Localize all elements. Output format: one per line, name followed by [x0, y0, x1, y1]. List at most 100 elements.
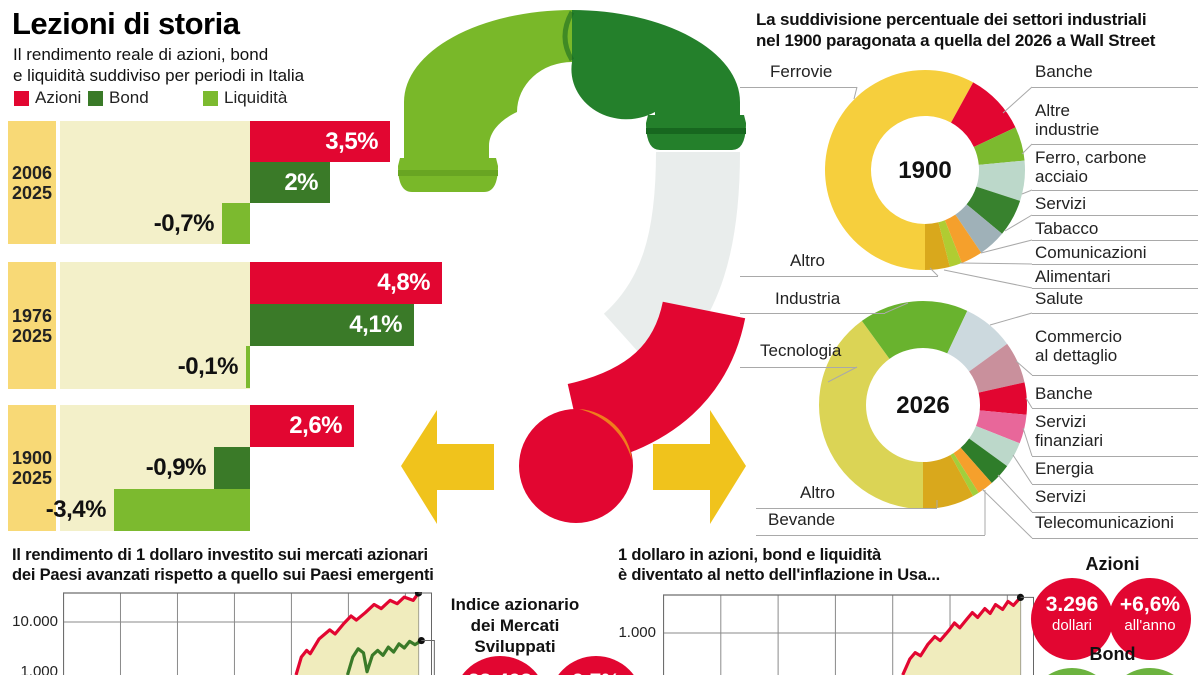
bar-liquidità [222, 203, 250, 244]
stat-circle-developed-dollars: 23.403 [453, 656, 547, 675]
azioni-label: Azioni [1085, 554, 1140, 574]
donut-label-line: Comunicazioni [1035, 243, 1147, 262]
donut-label-line: Banche [1035, 384, 1093, 403]
question-mark-dot-curl [579, 409, 632, 460]
stat-circle-developed-rate: 9,7% [549, 656, 643, 675]
stat-value: +6,6% [1119, 593, 1181, 616]
donut-label-telecomunicazioni: Telecomunicazioni [1035, 513, 1174, 532]
label-rule [1032, 313, 1198, 314]
question-mark-white-band [602, 151, 740, 377]
question-mark-graphic [398, 10, 746, 523]
label-rule [740, 313, 885, 314]
label-leader-line [959, 262, 1033, 265]
donut-label-line: Ferrovie [770, 62, 833, 81]
donut-slice-altre [973, 127, 1025, 165]
donut-label-line: Altro [790, 251, 825, 270]
donut-slice-altro [925, 222, 950, 270]
donut-slice-energia [969, 425, 1020, 467]
label-leader-line [943, 269, 1033, 289]
bar-value-label: 4,1% [349, 311, 402, 338]
donut-slice-alimentari [938, 220, 962, 267]
label-rule [740, 276, 938, 277]
question-mark-right-cuff-ridge [646, 128, 746, 134]
donut-label-servizi: Servizi finanziari [1035, 412, 1103, 450]
donut-slice-servizi [966, 186, 1021, 234]
stat-value: 23.403 [453, 670, 547, 675]
stat-unit: all'anno [1124, 617, 1176, 634]
arrow-right-icon [653, 410, 746, 524]
stat-value: 3.296 [1045, 593, 1099, 616]
donut-slice-commercio [969, 343, 1025, 393]
label-rule [1032, 87, 1198, 88]
donut-label-line: Telecomunicazioni [1035, 513, 1174, 532]
donut-label-line: Tabacco [1035, 219, 1099, 238]
label-leader-line [1021, 189, 1033, 195]
period-line: 2025 [11, 325, 53, 346]
question-mark-dot [519, 409, 633, 523]
label-rule [1032, 288, 1198, 289]
donut-label-energia: Energia [1035, 459, 1094, 478]
bar-azioni [250, 405, 354, 447]
arrow-left-icon [401, 410, 494, 524]
label-leader-line [997, 474, 1033, 513]
label-leader-line [1004, 214, 1033, 232]
side-note-line2: dei Mercati [470, 616, 560, 635]
donut-label-alimentari: Alimentari [1035, 267, 1111, 286]
callout-connector [418, 592, 432, 675]
period-line: 2025 [11, 468, 53, 488]
donut-label-line: Altre [1035, 101, 1070, 120]
donut-2026-center-label: 2026 [896, 392, 950, 419]
donut-label-line: finanziari [1035, 431, 1104, 450]
area-fill [296, 593, 419, 675]
donut-section-header-line2: nel 1900 paragonata a quella del 2026 a … [756, 31, 1156, 50]
donut-label-line: Servizi [1035, 412, 1087, 431]
stat-circle-bond-dollars [1028, 668, 1116, 675]
label-rule [1032, 512, 1198, 513]
side-note-line3: Sviluppati [474, 637, 556, 656]
label-rule [1032, 375, 1198, 376]
label-leader-line [1002, 86, 1033, 114]
question-mark-green-right [571, 10, 740, 120]
donut-slice-ferro-carbone [976, 160, 1025, 201]
stat-circle-azioni-dollars: 3.296 dollari [1031, 578, 1113, 660]
label-leader-line [884, 302, 909, 314]
label-leader-line [1012, 454, 1033, 485]
bar-liquidità [114, 489, 250, 531]
period-line: 1900 [11, 448, 53, 468]
y-tick-1000-right: 1.000 [618, 624, 656, 641]
donut-label-line: Industria [775, 289, 841, 308]
donut-slice-altro [923, 454, 974, 509]
label-leader-line [853, 86, 858, 100]
callout-connector [421, 640, 435, 675]
bar-value-label: -0,1% [177, 353, 239, 380]
donut-1900-center-label: 1900 [898, 157, 952, 184]
label-rule [1032, 240, 1198, 241]
donut-label-bevande: Bevande [768, 510, 835, 529]
stat-unit: dollari [1051, 617, 1093, 634]
donut-label-line: Bevande [768, 510, 836, 529]
label-leader-line [1021, 143, 1033, 155]
label-leader-line [929, 267, 939, 277]
label-rule [1032, 264, 1198, 265]
donut-label-line: Servizi [1035, 194, 1087, 213]
label-leader-line [827, 366, 858, 383]
bar-value-label: 2% [284, 168, 318, 196]
stat-value: 9,7% [549, 670, 643, 675]
y-tick-1000-left: 1.000 [20, 663, 58, 675]
bottom-right-title-line2: è diventato al netto dell'inflazione in … [618, 566, 941, 584]
donut-label-banche: Banche [1035, 384, 1093, 403]
label-leader-line [1015, 360, 1033, 376]
period-line: 2025 [11, 182, 53, 203]
area-fill [902, 597, 1021, 675]
donut-label-line: Ferro, carbone [1035, 148, 1147, 167]
legend-label: Liquidità [224, 88, 288, 107]
question-mark-green-left [404, 10, 572, 158]
donut-slice-banche [951, 82, 1016, 148]
donut-label-line: Energia [1035, 459, 1094, 478]
donut-label-banche: Banche [1035, 62, 1093, 81]
bar-value-label: 2,6% [289, 412, 342, 439]
question-mark-fold [562, 10, 575, 62]
donut-label-line: al dettaglio [1035, 346, 1118, 365]
donut-label-line: Altro [800, 483, 835, 502]
donut-slice-servizi [960, 438, 1008, 484]
